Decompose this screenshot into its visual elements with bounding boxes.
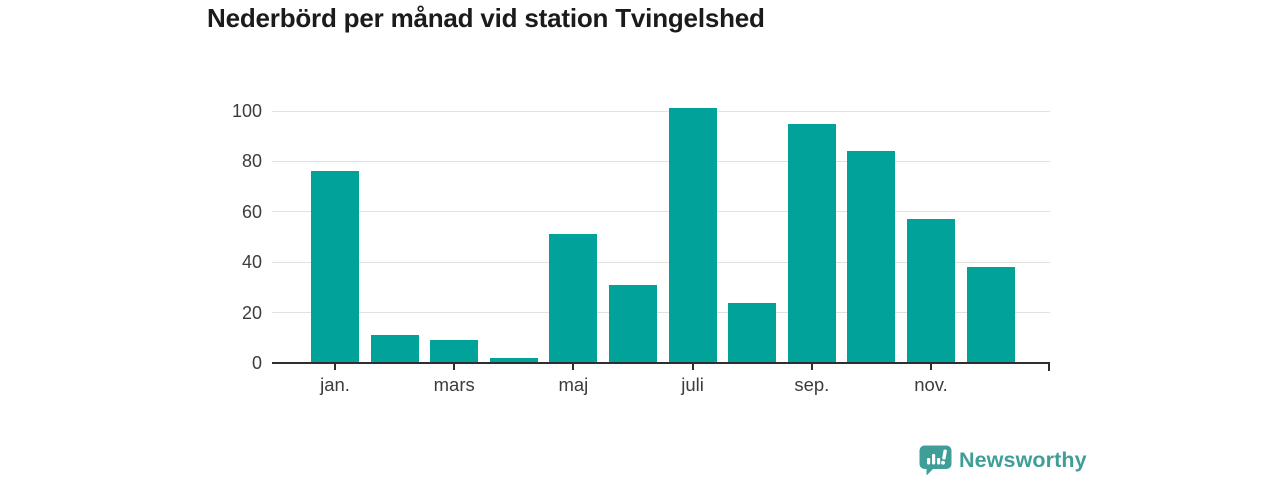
bar-okt [847,151,896,363]
x-tick-juli [691,364,694,370]
bar-mars [430,340,479,363]
bar-dec [966,267,1015,363]
x-tick-nov [930,364,932,370]
bar-feb [370,335,419,363]
bar-nov [907,219,955,363]
y-tick-label-0: 0 [251,353,262,373]
x-tick-label-maj: maj [558,374,589,395]
y-tick-label-100: 100 [231,101,262,121]
bar-apr [489,357,538,363]
x-tick-label-juli: juli [681,374,704,395]
x-tick-label-nov: nov. [914,374,948,395]
newsworthy-logo-text: Newsworthy [959,448,1087,472]
x-tick-mars [453,364,456,370]
x-tick-jan [334,364,336,370]
x-tick-label-sep: sep. [794,374,830,395]
x-tick-sep [810,364,813,370]
bar-chart-badge-icon [919,445,952,476]
x-tick-label-mars: mars [433,374,475,395]
y-tick-label-40: 40 [241,252,262,273]
bar-juni [609,284,657,363]
y-tick-label-80: 80 [241,151,262,172]
chart-title: Nederbörd per månad vid station Tvingels… [207,3,765,33]
y-tick-label-20: 20 [241,302,262,323]
gridline-60 [272,211,1050,213]
plot-area: 0 20 40 60 80 100 jan. mars maj juli sep. nov. [232,101,1050,395]
gridline-40 [272,261,1050,263]
x-tick-label-jan: jan. [320,374,350,395]
x-axis-endcap [1048,364,1050,371]
gridline-80 [272,160,1050,162]
bar-jan [311,171,359,363]
x-tick-maj [572,364,575,370]
gridline-100 [272,110,1050,112]
bar-sep [787,123,836,363]
y-tick-label-60: 60 [241,201,262,222]
gridline-20 [272,312,1050,314]
newsworthy-logo: Newsworthy [919,445,1087,476]
bar-maj [549,234,598,363]
bar-aug [728,302,777,363]
bar-juli [668,108,717,363]
x-axis-line [272,362,1050,364]
